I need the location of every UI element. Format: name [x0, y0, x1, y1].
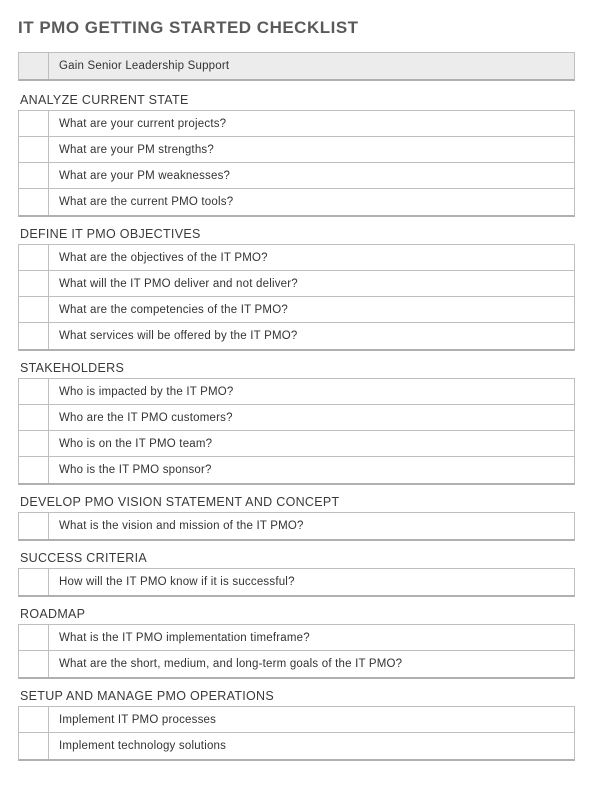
section: SUCCESS CRITERIA How will the IT PMO know…	[18, 551, 575, 597]
section: DEVELOP PMO VISION STATEMENT AND CONCEPT…	[18, 495, 575, 541]
section: ROADMAP What is the IT PMO implementation…	[18, 607, 575, 679]
checklist-item-text: Gain Senior Leadership Support	[49, 60, 574, 72]
checkbox-cell[interactable]	[19, 625, 49, 650]
checklist-row: What services will be offered by the IT …	[19, 323, 574, 349]
checklist-row: What are the competencies of the IT PMO?	[19, 297, 574, 323]
checklist-row: What are your PM strengths?	[19, 137, 574, 163]
section: DEFINE IT PMO OBJECTIVES What are the obj…	[18, 227, 575, 351]
checklist-table: Who is impacted by the IT PMO? Who are th…	[18, 378, 575, 485]
checklist-row: Who are the IT PMO customers?	[19, 405, 574, 431]
checklist-table: What are the objectives of the IT PMO? Wh…	[18, 244, 575, 351]
checklist-row: Gain Senior Leadership Support	[19, 53, 574, 79]
checkbox-cell[interactable]	[19, 245, 49, 270]
checklist-row: Who is the IT PMO sponsor?	[19, 457, 574, 483]
checklist-row: Implement IT PMO processes	[19, 707, 574, 733]
checklist-row: What is the vision and mission of the IT…	[19, 513, 574, 539]
checklist-item-text: What are your PM weaknesses?	[49, 170, 574, 182]
checklist-row: Who is impacted by the IT PMO?	[19, 379, 574, 405]
checklist-item-text: What are your current projects?	[49, 118, 574, 130]
checklist-row: Who is on the IT PMO team?	[19, 431, 574, 457]
checklist-item-text: Who is the IT PMO sponsor?	[49, 464, 574, 476]
checklist-row: What will the IT PMO deliver and not del…	[19, 271, 574, 297]
checkbox-cell[interactable]	[19, 707, 49, 732]
checklist-item-text: Implement IT PMO processes	[49, 714, 574, 726]
checklist-row: What are your current projects?	[19, 111, 574, 137]
checklist-row: What are the objectives of the IT PMO?	[19, 245, 574, 271]
checklist-item-text: Who are the IT PMO customers?	[49, 412, 574, 424]
checklist-item-text: What is the IT PMO implementation timefr…	[49, 632, 574, 644]
checklist-item-text: What are the current PMO tools?	[49, 196, 574, 208]
checklist-item-text: Implement technology solutions	[49, 740, 574, 752]
checklist-row: What are the short, medium, and long-ter…	[19, 651, 574, 677]
checkbox-cell[interactable]	[19, 323, 49, 349]
checkbox-cell[interactable]	[19, 111, 49, 136]
section-heading: DEFINE IT PMO OBJECTIVES	[18, 227, 575, 241]
section-heading: DEVELOP PMO VISION STATEMENT AND CONCEPT	[18, 495, 575, 509]
checkbox-cell[interactable]	[19, 405, 49, 430]
checklist-table: Implement IT PMO processes Implement tech…	[18, 706, 575, 761]
checklist-item-text: How will the IT PMO know if it is succes…	[49, 576, 574, 588]
intro-table: Gain Senior Leadership Support	[18, 52, 575, 81]
checkbox-cell[interactable]	[19, 431, 49, 456]
section-heading: STAKEHOLDERS	[18, 361, 575, 375]
section-heading: ANALYZE CURRENT STATE	[18, 93, 575, 107]
checkbox-cell[interactable]	[19, 569, 49, 595]
checklist-table: What are your current projects? What are …	[18, 110, 575, 217]
checkbox-cell[interactable]	[19, 271, 49, 296]
section: ANALYZE CURRENT STATE What are your curre…	[18, 93, 575, 217]
checklist-item-text: What are your PM strengths?	[49, 144, 574, 156]
checkbox-cell[interactable]	[19, 137, 49, 162]
checkbox-cell[interactable]	[19, 733, 49, 759]
section-heading: SUCCESS CRITERIA	[18, 551, 575, 565]
checklist-item-text: What is the vision and mission of the IT…	[49, 520, 574, 532]
checklist-item-text: Who is on the IT PMO team?	[49, 438, 574, 450]
checkbox-cell[interactable]	[19, 163, 49, 188]
checklist-row: What is the IT PMO implementation timefr…	[19, 625, 574, 651]
checklist-row: How will the IT PMO know if it is succes…	[19, 569, 574, 595]
checklist-table: How will the IT PMO know if it is succes…	[18, 568, 575, 597]
checklist-table: What is the vision and mission of the IT…	[18, 512, 575, 541]
checklist-row: What are the current PMO tools?	[19, 189, 574, 215]
checkbox-cell[interactable]	[19, 651, 49, 677]
checkbox-cell[interactable]	[19, 457, 49, 483]
page-title: IT PMO GETTING STARTED CHECKLIST	[18, 18, 575, 38]
checklist-row: What are your PM weaknesses?	[19, 163, 574, 189]
checklist-table: What is the IT PMO implementation timefr…	[18, 624, 575, 679]
section-heading: SETUP AND MANAGE PMO OPERATIONS	[18, 689, 575, 703]
checklist-row: Implement technology solutions	[19, 733, 574, 759]
checklist-item-text: What are the short, medium, and long-ter…	[49, 658, 574, 670]
checklist-item-text: What services will be offered by the IT …	[49, 330, 574, 342]
checklist-item-text: What will the IT PMO deliver and not del…	[49, 278, 574, 290]
checkbox-cell[interactable]	[19, 189, 49, 215]
checklist-item-text: What are the objectives of the IT PMO?	[49, 252, 574, 264]
checklist-item-text: Who is impacted by the IT PMO?	[49, 386, 574, 398]
section-heading: ROADMAP	[18, 607, 575, 621]
checkbox-cell[interactable]	[19, 513, 49, 539]
section: SETUP AND MANAGE PMO OPERATIONS Implement…	[18, 689, 575, 761]
checklist-item-text: What are the competencies of the IT PMO?	[49, 304, 574, 316]
checkbox-cell[interactable]	[19, 53, 49, 79]
checkbox-cell[interactable]	[19, 297, 49, 322]
checkbox-cell[interactable]	[19, 379, 49, 404]
section: STAKEHOLDERS Who is impacted by the IT PM…	[18, 361, 575, 485]
